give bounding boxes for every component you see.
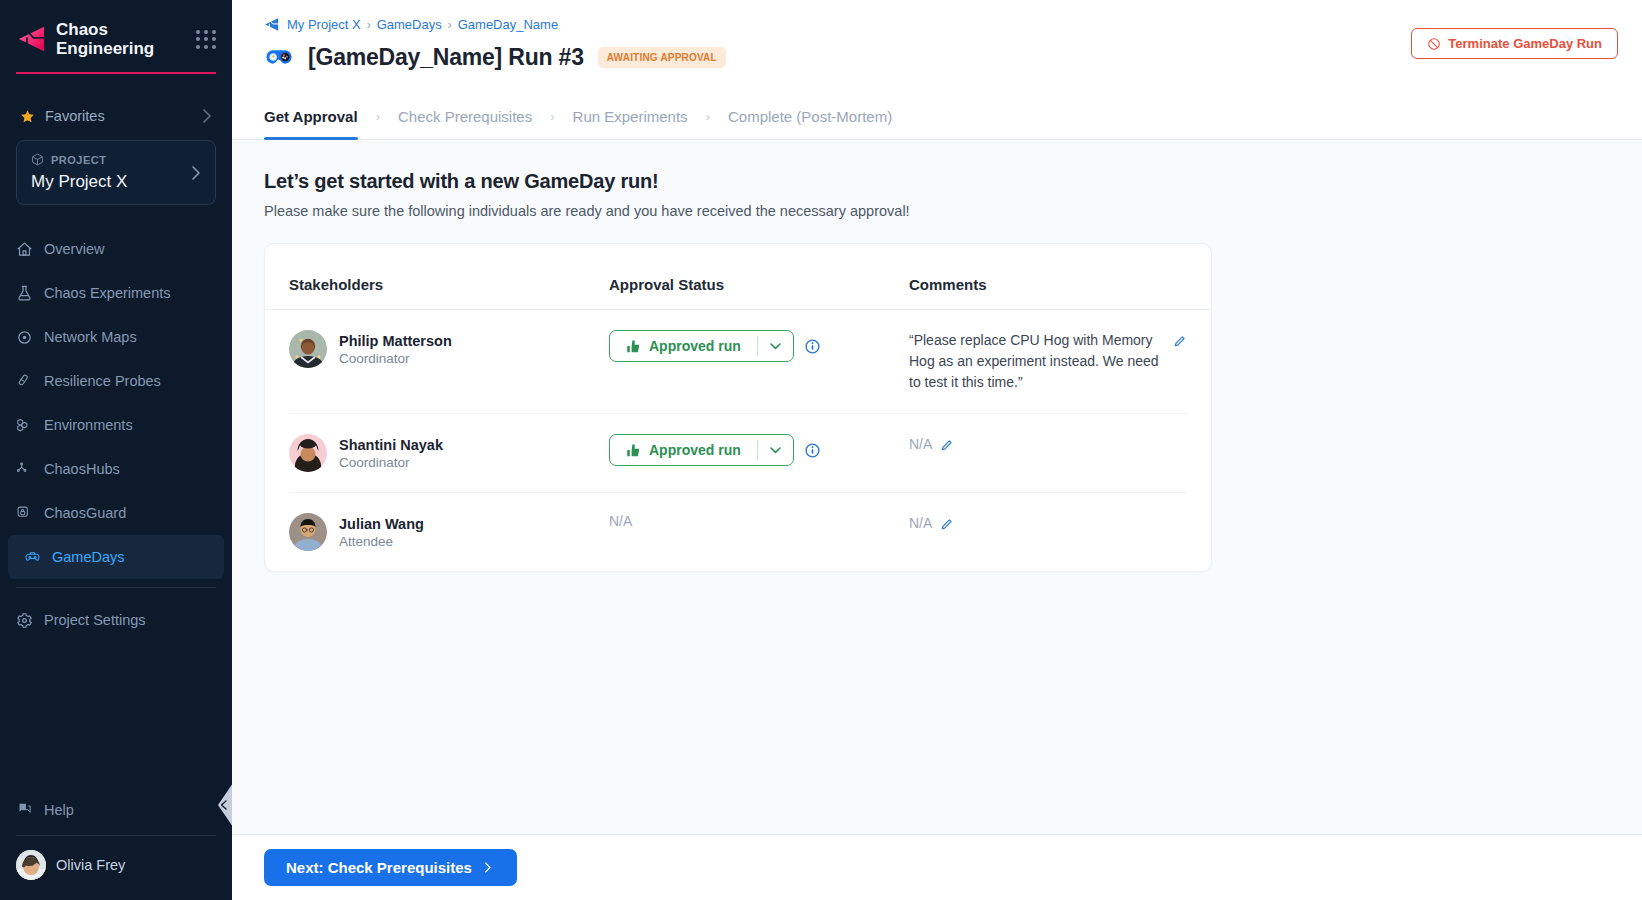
svg-text:?: ?: [20, 805, 23, 810]
